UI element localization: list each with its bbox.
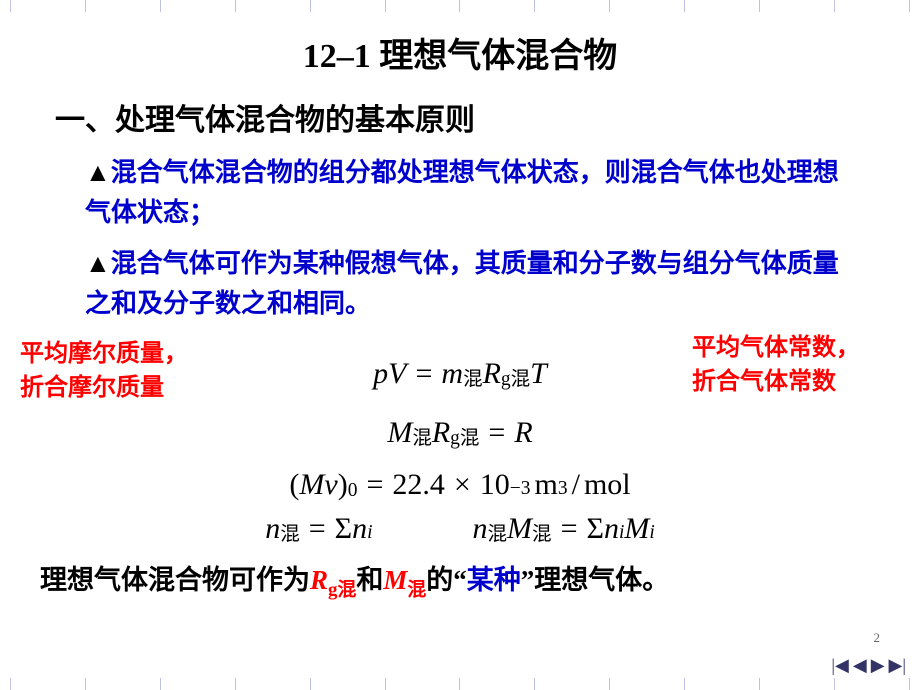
ruler-tick <box>534 678 535 690</box>
label-left-line1: 平均摩尔质量， <box>20 341 188 367</box>
chapter-title: 12–1 理想气体混合物 <box>30 28 890 77</box>
equation-row-3: (Mv)0 = 22.4×10−3 m3 /mol <box>30 468 890 502</box>
bullet-2-text: 混合气体可作为某种假想气体，其质量和分子数与组分气体质量之和及分子数之和相同。 <box>85 249 839 318</box>
equation-n-sum: n混 = Σni <box>265 512 372 546</box>
ruler-top <box>0 0 920 20</box>
ruler-tick <box>459 678 460 690</box>
nav-prev-icon[interactable]: ◀ <box>853 655 867 676</box>
ruler-tick <box>684 0 685 12</box>
bullet-1: ▲混合气体混合物的组分都处理想气体状态，则混合气体也处理想气体状态； <box>85 153 860 234</box>
ruler-tick <box>310 0 311 12</box>
ruler-tick <box>235 678 236 690</box>
label-right-line2: 折合气体常数 <box>692 369 836 395</box>
label-right-line1: 平均气体常数， <box>692 335 860 361</box>
nav-first-icon[interactable]: |◀ <box>831 655 848 676</box>
ruler-tick <box>160 678 161 690</box>
ruler-tick <box>385 0 386 12</box>
nav-controls: |◀ ◀ ▶ ▶| <box>831 655 906 676</box>
ruler-tick <box>759 678 760 690</box>
ruler-tick <box>85 678 86 690</box>
label-left-line2: 折合摩尔质量 <box>20 375 164 401</box>
ruler-tick <box>834 0 835 12</box>
nav-next-icon[interactable]: ▶ <box>871 655 885 676</box>
triangle-icon: ▲ <box>85 158 111 187</box>
conclusion-line: 理想气体混合物可作为Rg混和M混的“某种”理想气体。 <box>40 558 890 601</box>
ruler-tick <box>85 0 86 12</box>
equation-molar-volume: (Mv)0 = 22.4×10−3 m3 /mol <box>289 468 630 502</box>
slide-content: 12–1 理想气体混合物 一、处理气体混合物的基本原则 ▲混合气体混合物的组分都… <box>0 20 920 602</box>
page-number: 2 <box>874 630 881 646</box>
ruler-tick <box>534 0 535 12</box>
section-heading: 一、处理气体混合物的基本原则 <box>55 95 890 139</box>
equation-pv-mrt: pV = m混Rg混T <box>373 357 547 391</box>
ruler-tick <box>235 0 236 12</box>
label-molar-mass: 平均摩尔质量， 折合摩尔质量 <box>20 338 188 405</box>
ruler-tick <box>684 678 685 690</box>
equation-row-1: 平均摩尔质量， 折合摩尔质量 pV = m混Rg混T 平均气体常数， 折合气体常… <box>30 338 890 410</box>
ruler-tick <box>759 0 760 12</box>
ruler-tick <box>385 678 386 690</box>
ruler-tick <box>310 678 311 690</box>
ruler-bottom <box>0 670 920 690</box>
nav-last-icon[interactable]: ▶| <box>889 655 906 676</box>
ruler-tick <box>909 0 910 12</box>
equation-row-2: M混Rg混 = R <box>30 416 890 450</box>
ruler-tick <box>609 0 610 12</box>
bullet-1-text: 混合气体混合物的组分都处理想气体状态，则混合气体也处理想气体状态； <box>85 158 839 227</box>
ruler-tick <box>834 678 835 690</box>
equation-nm-sum: n混M混 = ΣniMi <box>473 512 655 546</box>
ruler-tick <box>609 678 610 690</box>
triangle-icon: ▲ <box>85 249 111 278</box>
ruler-tick <box>10 0 11 12</box>
equation-mr-r: M混Rg混 = R <box>387 416 532 450</box>
equation-row-4: n混 = Σni n混M混 = ΣniMi <box>30 512 890 546</box>
bullet-2: ▲混合气体可作为某种假想气体，其质量和分子数与组分气体质量之和及分子数之和相同。 <box>85 244 860 325</box>
ruler-tick <box>909 678 910 690</box>
label-gas-constant: 平均气体常数， 折合气体常数 <box>692 332 860 399</box>
ruler-tick <box>160 0 161 12</box>
ruler-tick <box>10 678 11 690</box>
ruler-tick <box>459 0 460 12</box>
